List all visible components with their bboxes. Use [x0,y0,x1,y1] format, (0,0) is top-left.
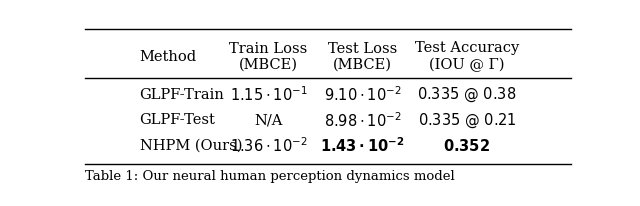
Text: N/A: N/A [254,113,283,127]
Text: $\mathbf{1.43 \cdot 10^{-2}}$: $\mathbf{1.43 \cdot 10^{-2}}$ [321,136,405,154]
Text: GLPF-Train: GLPF-Train [140,88,225,102]
Text: Table 1: Our neural human perception dynamics model: Table 1: Our neural human perception dyn… [85,169,454,182]
Text: NHPM (Ours): NHPM (Ours) [140,138,242,152]
Text: Test Accuracy
(IOU @ Γ): Test Accuracy (IOU @ Γ) [415,41,519,72]
Text: $0.335\ @\ 0.21$: $0.335\ @\ 0.21$ [418,111,516,129]
Text: $1.36 \cdot 10^{-2}$: $1.36 \cdot 10^{-2}$ [230,136,307,154]
Text: $8.98 \cdot 10^{-2}$: $8.98 \cdot 10^{-2}$ [324,111,401,129]
Text: GLPF-Test: GLPF-Test [140,113,216,127]
Text: Test Loss
(MBCE): Test Loss (MBCE) [328,41,397,71]
Text: Method: Method [140,49,196,63]
Text: $1.15 \cdot 10^{-1}$: $1.15 \cdot 10^{-1}$ [230,85,307,104]
Text: $9.10 \cdot 10^{-2}$: $9.10 \cdot 10^{-2}$ [324,85,401,104]
Text: Train Loss
(MBCE): Train Loss (MBCE) [229,41,308,71]
Text: $0.335\ @\ 0.38$: $0.335\ @\ 0.38$ [417,85,516,104]
Text: $\mathbf{0.352}$: $\mathbf{0.352}$ [444,137,490,153]
